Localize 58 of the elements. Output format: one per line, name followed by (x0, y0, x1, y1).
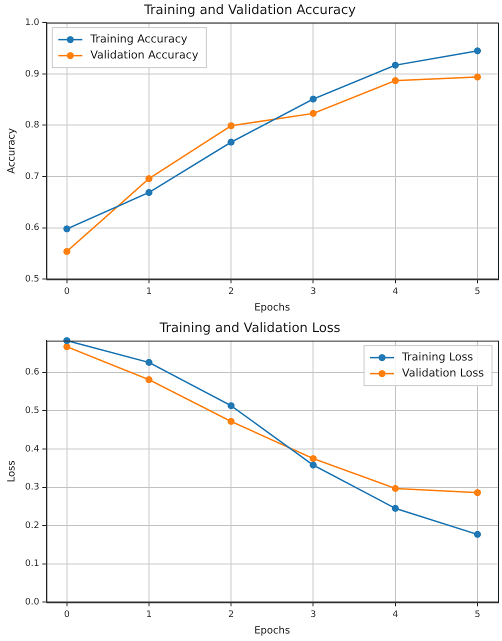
x-axis-title: Epochs (254, 626, 290, 637)
y-tick-label: 0.4 (24, 444, 40, 454)
x-tick-label: 0 (64, 286, 70, 297)
y-axis-title: Loss (6, 460, 18, 482)
y-tick-label: 0.5 (24, 274, 40, 285)
x-tick-label: 5 (474, 286, 480, 297)
point (228, 138, 235, 146)
x-tick-label: 4 (392, 610, 398, 620)
point (392, 504, 399, 512)
y-tick-label: 0.8 (24, 120, 40, 131)
point (474, 530, 481, 538)
point (145, 376, 152, 384)
point (63, 343, 70, 350)
point (392, 77, 399, 84)
x-axis-title: Epochs (254, 302, 290, 314)
x-tick-label: 5 (474, 610, 480, 620)
y-tick-label: 1.0 (24, 18, 40, 28)
x-tick-label: 3 (310, 610, 316, 620)
point (228, 122, 235, 130)
x-tick-label: 3 (310, 286, 316, 297)
y-tick-label: 0.0 (24, 598, 40, 608)
x-tick-label: 2 (228, 610, 234, 620)
point (474, 74, 481, 80)
point (474, 47, 481, 54)
point (145, 188, 152, 196)
y-tick-label: 0.6 (24, 223, 40, 234)
point (474, 489, 481, 496)
point (392, 62, 399, 69)
y-tick-label: 0.7 (24, 172, 40, 182)
point (228, 418, 235, 425)
point (310, 96, 317, 103)
y-axis-title: Accuracy (6, 128, 18, 174)
chart-title: Training and Validation Accuracy (143, 3, 356, 18)
x-tick-label: 2 (228, 286, 234, 297)
y-tick-label: 0.1 (24, 559, 40, 570)
point (310, 110, 317, 117)
y-tick-label: 0.6 (24, 368, 40, 378)
legend-label: Training Accuracy (89, 32, 188, 46)
y-tick-label: 0.3 (24, 482, 40, 493)
point (310, 462, 317, 469)
legend-label: Validation Loss (402, 366, 484, 380)
x-tick-label: 1 (146, 286, 152, 297)
legend-label: Training Loss (401, 350, 474, 364)
point (392, 484, 399, 492)
y-tick-label: 0.5 (24, 406, 40, 416)
legend-label: Validation Accuracy (90, 48, 199, 62)
point (63, 225, 70, 232)
point (145, 358, 152, 366)
x-tick-label: 0 (64, 610, 70, 620)
point (228, 402, 235, 410)
point (63, 248, 70, 255)
point (310, 455, 317, 462)
y-tick-label: 0.2 (24, 520, 40, 531)
x-tick-label: 4 (392, 286, 398, 297)
x-tick-label: 1 (146, 610, 152, 620)
y-tick-label: 0.9 (24, 69, 40, 80)
point (145, 175, 152, 182)
chart-title: Training and Validation Loss (158, 321, 341, 336)
